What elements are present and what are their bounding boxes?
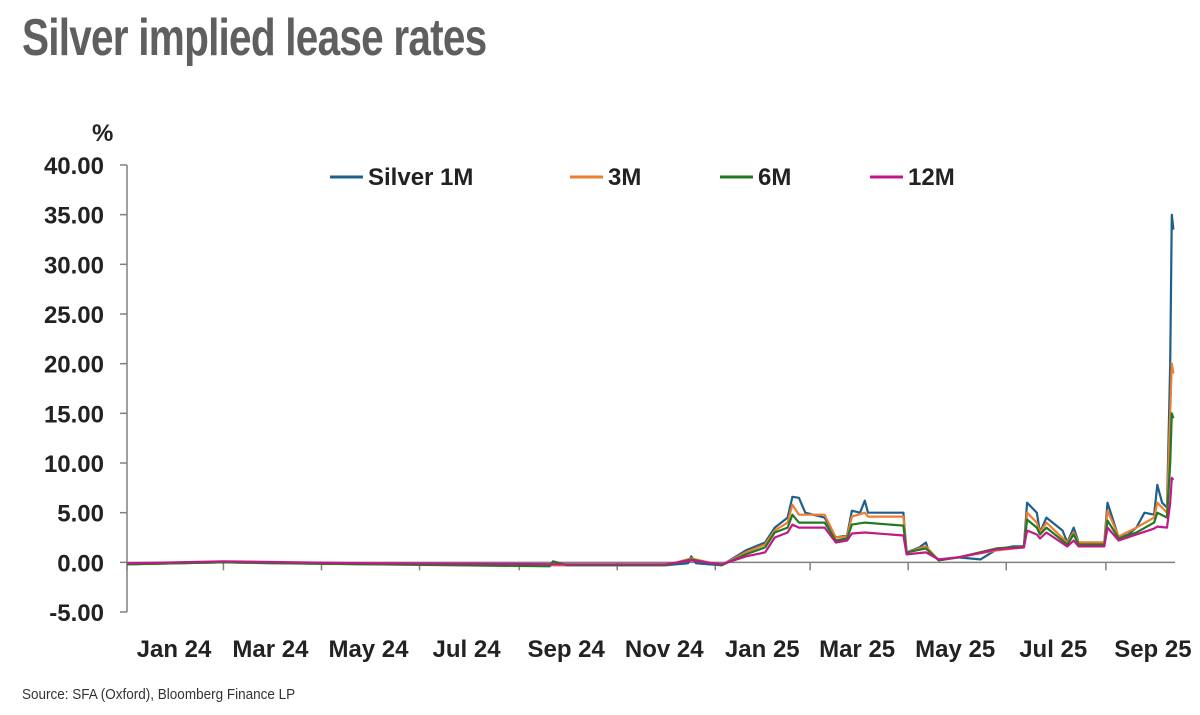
x-tick-label: Jul 25 — [1019, 636, 1087, 663]
y-tick-label: 5.00 — [57, 501, 104, 528]
x-tick-label: Mar 25 — [819, 636, 895, 663]
legend-label: 12M — [908, 164, 955, 191]
series-line-silver-1m — [126, 213, 1175, 567]
y-tick-label: 30.00 — [44, 252, 104, 279]
legend-label: Silver 1M — [368, 164, 473, 191]
legend: Silver 1M 3M 6M 12M — [330, 164, 955, 191]
y-tick-label: 35.00 — [44, 203, 104, 230]
x-tick-label: Sep 24 — [528, 636, 606, 663]
x-tick-label: May 25 — [915, 636, 995, 663]
y-tick-label: 0.00 — [57, 550, 104, 577]
series-line-12m — [126, 476, 1175, 566]
x-tick-label: Sep 25 — [1114, 636, 1191, 663]
x-tick-label: Nov 24 — [625, 636, 704, 663]
y-tick-label: 25.00 — [44, 302, 104, 329]
x-tick-label: Jan 25 — [725, 636, 800, 663]
chart-title: Silver implied lease rates — [22, 9, 487, 67]
series-line-6m — [126, 412, 1175, 568]
y-axis-unit-label: % — [92, 120, 113, 147]
y-tick-label: 10.00 — [44, 451, 104, 478]
x-tick-label: Mar 24 — [232, 636, 309, 663]
y-tick-label: 40.00 — [44, 153, 104, 180]
y-tick-label: -5.00 — [49, 600, 104, 627]
y-tick-label: 15.00 — [44, 401, 104, 428]
legend-label: 6M — [758, 164, 791, 191]
y-tick-label: 20.00 — [44, 352, 104, 379]
series-line-3m — [126, 362, 1175, 567]
legend-label: 3M — [608, 164, 641, 191]
source-note: Source: SFA (Oxford), Bloomberg Finance … — [22, 686, 296, 703]
x-tick-label: May 24 — [328, 636, 409, 663]
x-tick-label: Jul 24 — [433, 636, 502, 663]
x-tick-label: Jan 24 — [137, 636, 212, 663]
series-lines — [126, 213, 1175, 568]
axes: 40.00 35.00 30.00 25.00 20.00 15.00 10.00 5.00 0… — [44, 153, 1192, 663]
